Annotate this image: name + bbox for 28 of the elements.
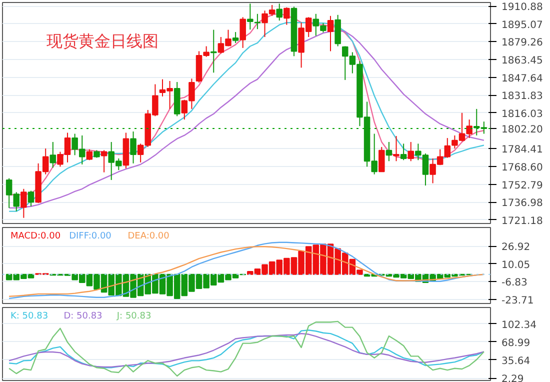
y-tick-label: 1784.41 <box>502 144 543 156</box>
text: DIFF:0.00 <box>69 232 112 242</box>
y-tick-label: -23.71 <box>502 295 534 306</box>
y-tick-label: 10.05 <box>502 260 530 271</box>
text: DEA:0.00 <box>128 232 170 242</box>
y-tick-label: 35.64 <box>502 356 530 367</box>
y-tick-label: 1768.60 <box>502 162 543 174</box>
ref-line-label: 1802.20 <box>502 124 543 136</box>
y-tick-label: 1895.07 <box>502 20 543 31</box>
y-tick-label: 1752.79 <box>502 180 543 192</box>
y-tick-label: 1879.26 <box>502 38 543 49</box>
text: J: 50.83 <box>116 312 152 322</box>
y-tick-label: 1863.45 <box>502 56 543 66</box>
y-tick-label: 26.92 <box>502 242 530 254</box>
y-tick-label: 1847.64 <box>502 73 543 84</box>
y-tick-label: 68.99 <box>502 338 530 349</box>
y-tick-label: 1910.88 <box>502 2 543 14</box>
text: MACD:0.00 <box>10 232 61 242</box>
y-tick-label: 1736.98 <box>502 198 543 210</box>
text: D: 50.83 <box>64 312 102 322</box>
y-tick-label: 102.34 <box>502 320 536 331</box>
y-tick-label: -6.83 <box>502 278 528 289</box>
text: K: 50.83 <box>10 312 48 322</box>
y-tick-label: 1831.83 <box>502 91 543 102</box>
y-tick-label: 2.29 <box>502 374 524 382</box>
y-tick-label: 1721.18 <box>502 216 543 227</box>
text: 现货黄金日线图 <box>46 32 158 50</box>
y-tick-label: 1816.03 <box>502 108 543 120</box>
